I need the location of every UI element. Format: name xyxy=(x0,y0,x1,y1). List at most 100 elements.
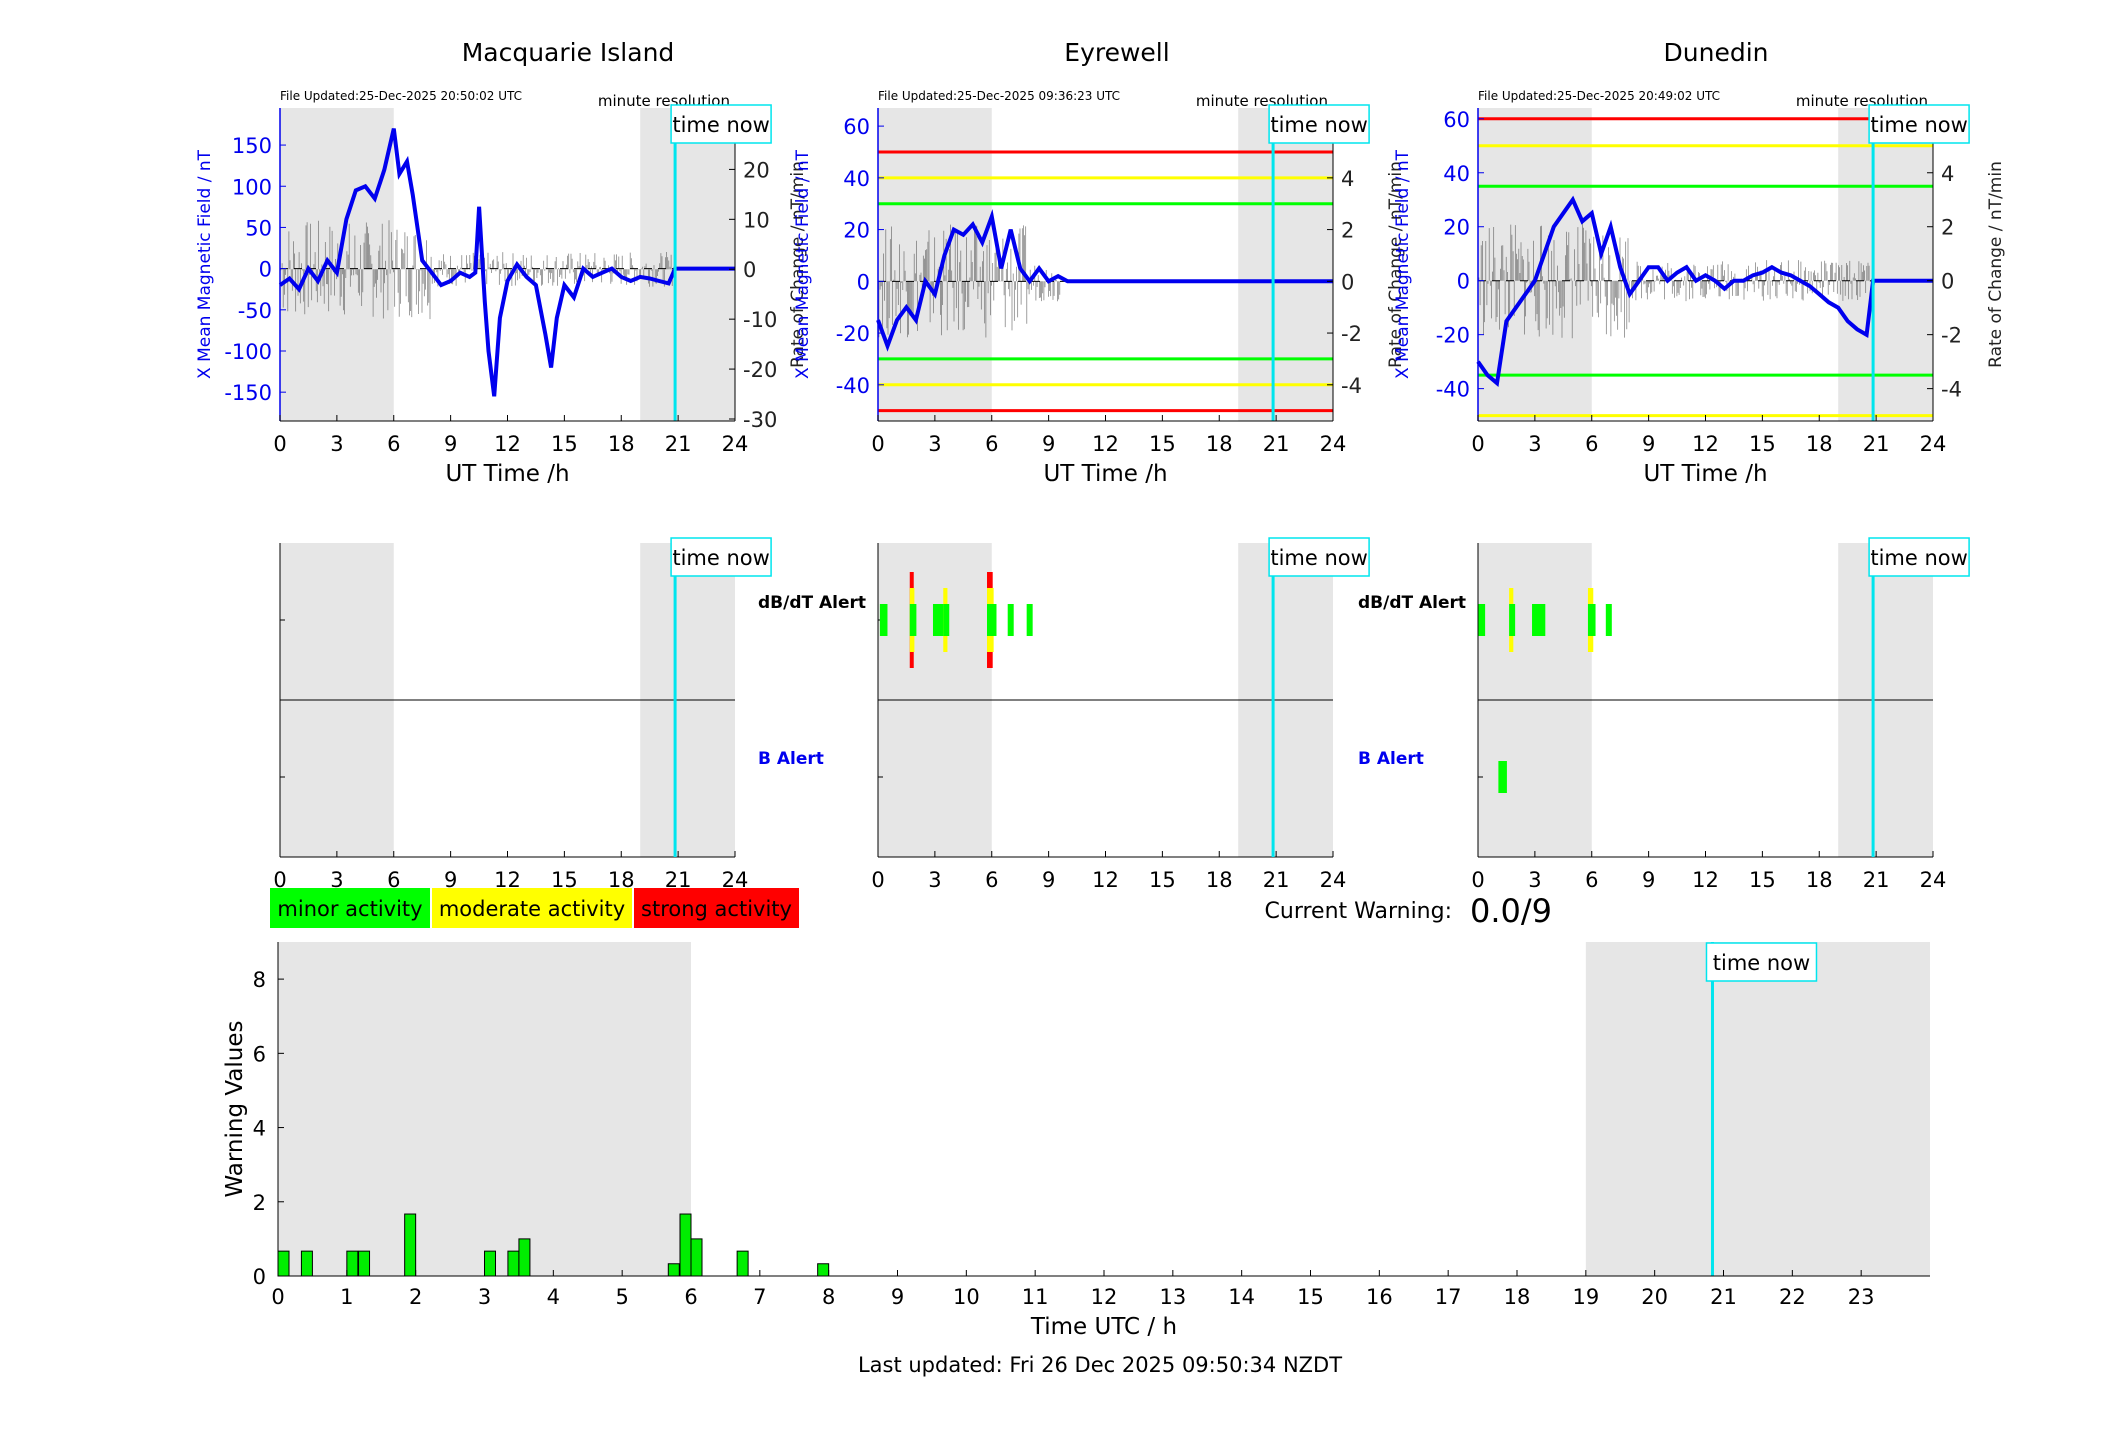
y-left-axis-label: X Mean Magnetic Field / nT xyxy=(195,149,215,379)
x-tick-label: 18 xyxy=(1504,1285,1531,1309)
y-left-tick-label: 60 xyxy=(843,115,870,139)
x-tick-label: 6 xyxy=(985,432,998,456)
y-left-axis-label: X Mean Magnetic Field / nT xyxy=(1393,149,1413,379)
x-tick-label: 6 xyxy=(1585,432,1598,456)
time-now-box xyxy=(1868,104,1970,144)
y-left-tick-label: 40 xyxy=(843,167,870,191)
alert-block-minor xyxy=(1026,604,1033,636)
y-left-tick-label: -50 xyxy=(238,299,272,323)
file-updated-text: File Updated:25-Dec-2025 20:49:02 UTC xyxy=(1478,89,1720,103)
time-now-box xyxy=(1705,942,1818,982)
station-title-eyrewell: Eyrewell xyxy=(1064,38,1169,67)
alert-block-minor xyxy=(1498,761,1507,793)
last-updated: Last updated: Fri 26 Dec 2025 09:50:34 N… xyxy=(858,1353,1342,1377)
time-now-box xyxy=(670,537,772,577)
x-tick-label: 18 xyxy=(1206,868,1233,892)
rate-of-change-trace xyxy=(280,220,673,320)
y-tick-label: 8 xyxy=(253,968,266,992)
file-updated-text: File Updated:25-Dec-2025 09:36:23 UTC xyxy=(878,89,1120,103)
time-now-text: time now xyxy=(1270,546,1367,570)
alert-block-minor xyxy=(1478,604,1486,636)
x-tick-label: 7 xyxy=(753,1285,766,1309)
time-now-text: time now xyxy=(672,113,769,137)
y-right-axis-label: Rate of Change / nT/min xyxy=(1386,161,1406,368)
legend-label: minor activity xyxy=(277,897,422,921)
x-tick-label: 3 xyxy=(330,868,343,892)
y-left-tick-label: -150 xyxy=(224,381,272,405)
x-tick-label: 0 xyxy=(1471,432,1484,456)
y-right-tick-label: -2 xyxy=(1341,322,1362,346)
x-tick-label: 19 xyxy=(1572,1285,1599,1309)
x-tick-label: 16 xyxy=(1366,1285,1393,1309)
x-tick-label: 0 xyxy=(273,868,286,892)
x-tick-label: 0 xyxy=(871,868,884,892)
y-tick-label: 6 xyxy=(253,1042,266,1066)
time-now-text: time now xyxy=(1270,113,1367,137)
alert-block-minor xyxy=(943,604,950,636)
x-tick-label: 12 xyxy=(1091,1285,1118,1309)
x-tick-label: 0 xyxy=(271,1285,284,1309)
x-tick-label: 3 xyxy=(478,1285,491,1309)
alert-panel: time now 0 3 6 9 12 15 18 21 24 dB/dT Alert B Alert xyxy=(1358,537,1970,892)
warning-bar xyxy=(346,1250,359,1277)
legend-swatch xyxy=(270,888,430,928)
x-tick-label: 21 xyxy=(1263,432,1290,456)
x-axis-label: UT Time /h xyxy=(1043,461,1167,487)
time-now-box xyxy=(670,104,772,144)
station-panel: 150100500-50-100-1503020100-10-20-300369… xyxy=(195,89,808,892)
x-tick-label: 18 xyxy=(1206,432,1233,456)
station-title-dunedin: Dunedin xyxy=(1664,38,1769,67)
y-left-tick-label: -100 xyxy=(224,340,272,364)
alert-block-minor xyxy=(1587,604,1596,636)
x-tick-label: 9 xyxy=(1642,432,1655,456)
x-tick-label: 21 xyxy=(1863,868,1890,892)
warning-bar xyxy=(667,1263,680,1277)
x-tick-label: 1 xyxy=(340,1285,353,1309)
x-tick-label: 20 xyxy=(1641,1285,1668,1309)
x-tick-label: 15 xyxy=(1149,432,1176,456)
y-right-tick-label: 2 xyxy=(1941,216,1954,240)
warning-bar xyxy=(679,1213,692,1277)
y-left-tick-label: 0 xyxy=(1457,270,1470,294)
x-tick-label: 24 xyxy=(1920,868,1947,892)
y-left-tick-label: 100 xyxy=(232,175,272,199)
x-tick-label: 4 xyxy=(547,1285,560,1309)
time-now-text: time now xyxy=(1713,951,1810,975)
x-tick-label: 21 xyxy=(1263,868,1290,892)
y-tick-label: 4 xyxy=(253,1117,266,1141)
x-tick-label: 3 xyxy=(1528,432,1541,456)
x-tick-label: 5 xyxy=(615,1285,628,1309)
legend-swatch xyxy=(432,888,632,928)
x-tick-label: 15 xyxy=(1749,868,1776,892)
x-tick-label: 12 xyxy=(1092,868,1119,892)
alert-block-minor xyxy=(1605,604,1612,636)
y-left-axis-label: X Mean Magnetic Field / nT xyxy=(793,149,813,379)
time-now-box xyxy=(1268,537,1370,577)
x-mean-field-line xyxy=(876,209,1333,352)
x-tick-label: 3 xyxy=(928,868,941,892)
y-right-tick-label: 0 xyxy=(1341,270,1354,294)
y-left-tick-label: 40 xyxy=(1443,162,1470,186)
y-left-tick-label: 150 xyxy=(232,134,272,158)
x-tick-label: 9 xyxy=(1042,868,1055,892)
y-left-tick-label: -20 xyxy=(836,322,870,346)
alert-block-minor xyxy=(932,604,945,636)
night-shade xyxy=(1585,942,1930,1276)
x-tick-label: 6 xyxy=(387,432,400,456)
x-tick-label: 13 xyxy=(1159,1285,1186,1309)
time-now-text: time now xyxy=(1870,113,1967,137)
x-tick-label: 23 xyxy=(1848,1285,1875,1309)
x-tick-label: 0 xyxy=(871,432,884,456)
x-tick-label: 0 xyxy=(1471,868,1484,892)
x-axis-label: UT Time /h xyxy=(1643,461,1767,487)
warning-bar xyxy=(484,1250,497,1277)
alert-panel: time now 0 3 6 9 12 15 18 21 24 dB/dT Alert B Alert xyxy=(758,537,1370,892)
warning-bar xyxy=(507,1250,520,1277)
night-shade xyxy=(1478,108,1592,421)
x-tick-label: 6 xyxy=(684,1285,697,1309)
x-tick-label: 18 xyxy=(1806,432,1833,456)
x-tick-label: 9 xyxy=(891,1285,904,1309)
